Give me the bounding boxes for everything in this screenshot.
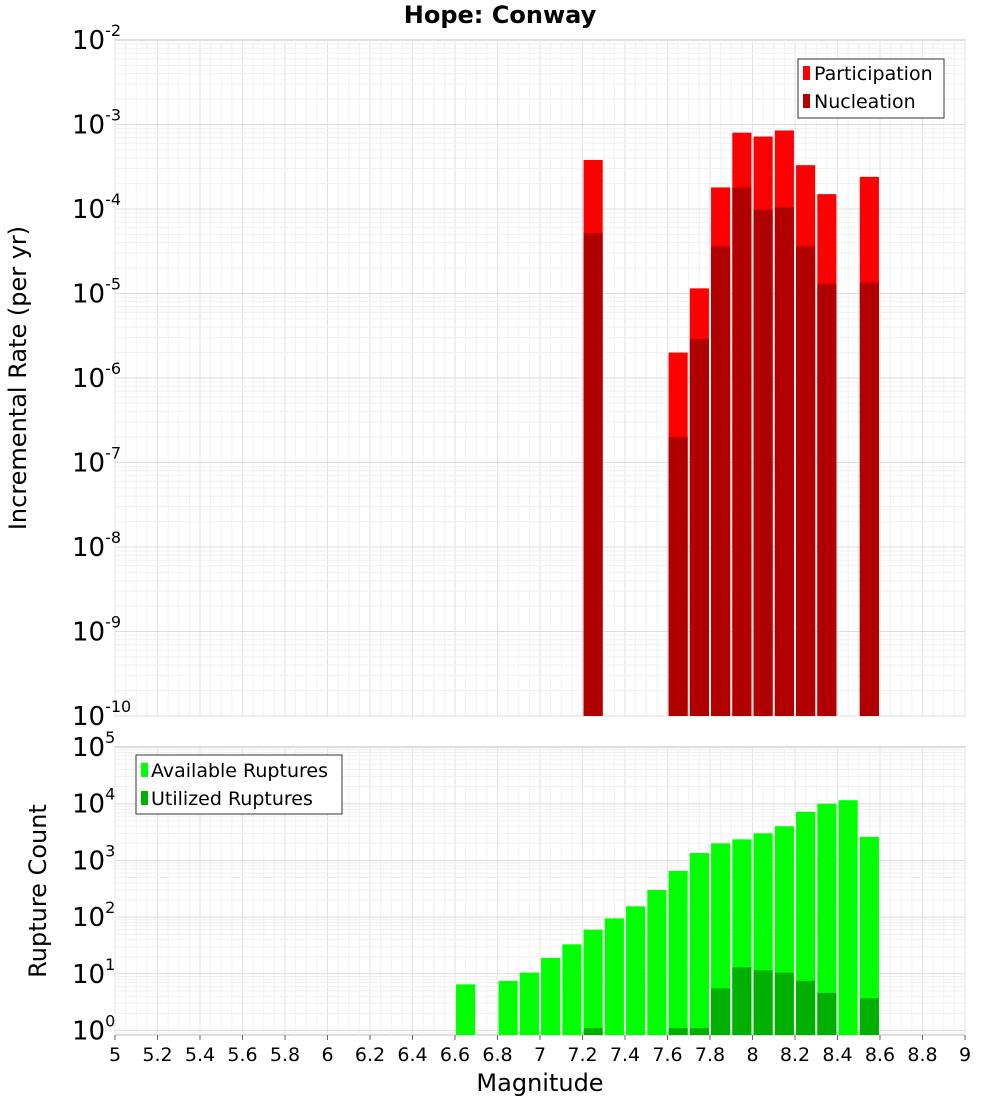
rate-y-tick-labels: 10-10 10-9 10-8 10-7 10-6 10-5 10-4 10-3 10-2	[72, 21, 131, 732]
rate-y-tick-label: 10-7	[72, 444, 121, 479]
x-tick-label: 6.6	[440, 1044, 470, 1066]
count-bar-available-ruptures	[498, 980, 518, 1035]
chart-title: Hope: Conway	[404, 1, 597, 29]
rate-y-tick-label: 10-2	[72, 21, 121, 56]
rate-gridlines	[114, 40, 966, 717]
x-tick-label: 6.4	[397, 1044, 427, 1066]
count-bar-utilized-ruptures	[817, 992, 837, 1035]
count-bar-available-ruptures	[668, 870, 688, 1035]
available-legend-label: Available Ruptures	[151, 760, 328, 782]
x-tick-label: 7.2	[567, 1044, 597, 1066]
count-bar-utilized-ruptures	[689, 1028, 709, 1035]
x-tick-label: 6	[321, 1044, 333, 1066]
count-y-tick-label: 102	[72, 898, 115, 933]
rate-y-tick-label: 10-10	[72, 697, 131, 732]
nucleation-legend-label: Nucleation	[814, 91, 916, 113]
count-bar-available-ruptures	[859, 836, 879, 1035]
count-bar-utilized-ruptures	[668, 1028, 688, 1035]
count-bar-utilized-ruptures	[732, 967, 752, 1035]
x-tick-label: 8.4	[822, 1044, 852, 1066]
rate-y-tick-label: 10-4	[72, 190, 121, 225]
x-tick-label: 5.6	[227, 1044, 257, 1066]
count-y-tick-label: 105	[72, 728, 115, 763]
x-tick-label: 7.8	[695, 1044, 725, 1066]
x-tick-label: 6.2	[355, 1044, 385, 1066]
count-bar-utilized-ruptures	[859, 998, 879, 1035]
count-y-tick-label: 101	[72, 955, 115, 990]
rate-panel: 10-10 10-9 10-8 10-7 10-6 10-5 10-4 10-3 10-2 In…	[4, 21, 966, 732]
x-tick-label: 5	[109, 1044, 121, 1066]
rate-bar-nucleation	[753, 209, 773, 716]
rate-y-tick-label: 10-3	[72, 106, 121, 141]
count-bar-available-ruptures	[541, 957, 561, 1035]
participation-legend-swatch	[803, 66, 810, 80]
rate-bar-nucleation	[774, 207, 794, 716]
count-y-axis-label: Rupture Count	[24, 804, 52, 978]
count-bar-available-ruptures	[456, 984, 476, 1035]
x-tick-label: 7	[534, 1044, 546, 1066]
nucleation-legend-swatch	[803, 94, 810, 108]
x-tick-label: 8.8	[907, 1044, 937, 1066]
count-bar-available-ruptures	[796, 811, 816, 1035]
x-tick-label: 5.2	[142, 1044, 172, 1066]
rate-bar-nucleation	[732, 187, 752, 717]
count-bar-available-ruptures	[519, 972, 539, 1035]
count-bar-utilized-ruptures	[753, 970, 773, 1035]
count-y-tick-label: 103	[72, 841, 115, 876]
utilized-legend-swatch	[141, 791, 148, 805]
count-bar-available-ruptures	[711, 843, 731, 1035]
count-y-tick-labels: 100 101 102 103 104 105	[72, 728, 115, 1046]
count-legend-box	[135, 754, 343, 815]
participation-legend-label: Participation	[814, 63, 933, 85]
x-axis-label: Magnitude	[476, 1069, 603, 1097]
count-bar-available-ruptures	[689, 852, 709, 1035]
rate-y-tick-label: 10-5	[72, 275, 121, 310]
rate-bar-nucleation	[859, 282, 879, 716]
count-bar-utilized-ruptures	[711, 988, 731, 1035]
rate-bar-nucleation	[689, 338, 709, 716]
x-tick-label: 8	[746, 1044, 758, 1066]
count-y-tick-label: 104	[72, 785, 115, 820]
x-tick-label: 5.4	[185, 1044, 215, 1066]
rate-y-tick-label: 10-8	[72, 528, 121, 563]
count-legend: Available Ruptures Utilized Ruptures	[135, 754, 343, 815]
count-bar-available-ruptures	[647, 890, 667, 1035]
count-bar-available-ruptures	[838, 800, 858, 1035]
rate-legend: Participation Nucleation	[797, 58, 945, 119]
count-bar-utilized-ruptures	[774, 972, 794, 1035]
rate-y-tick-label: 10-9	[72, 613, 121, 648]
count-bar-available-ruptures	[817, 803, 837, 1035]
x-tick-label: 7.6	[652, 1044, 682, 1066]
available-legend-swatch	[141, 763, 148, 777]
count-bars	[456, 800, 879, 1035]
count-panel: 100 101 102 103 104 105 5 5.2 5.4 5.6 5.8 6 6.2 6.4 6…	[24, 728, 971, 1097]
rate-legend-box	[797, 58, 945, 119]
x-tick-label: 6.8	[482, 1044, 512, 1066]
rate-bar-nucleation	[796, 246, 816, 716]
x-tick-label: 9	[959, 1044, 971, 1066]
x-tick-label: 5.8	[270, 1044, 300, 1066]
rate-bar-nucleation	[817, 283, 837, 716]
rate-y-tick-label: 10-6	[72, 359, 121, 394]
count-bar-available-ruptures	[604, 918, 624, 1035]
utilized-legend-label: Utilized Ruptures	[151, 788, 313, 810]
rate-bar-nucleation	[583, 232, 603, 716]
count-y-tick-label: 100	[72, 1011, 115, 1046]
x-tick-label: 8.6	[865, 1044, 895, 1066]
count-bar-available-ruptures	[583, 929, 603, 1035]
count-bar-utilized-ruptures	[583, 1028, 603, 1035]
rate-bar-nucleation	[711, 246, 731, 716]
rate-bars	[583, 130, 879, 717]
x-tick-labels: 5 5.2 5.4 5.6 5.8 6 6.2 6.4 6.6 6.8 7 7.2 7.4 7.6 7.8 8…	[109, 1035, 971, 1066]
x-tick-label: 8.2	[780, 1044, 810, 1066]
rate-y-axis-label: Incremental Rate (per yr)	[4, 226, 32, 530]
x-tick-label: 7.4	[610, 1044, 640, 1066]
count-bar-available-ruptures	[626, 906, 646, 1035]
count-bar-utilized-ruptures	[796, 980, 816, 1035]
count-bar-available-ruptures	[562, 944, 582, 1035]
rate-bar-nucleation	[668, 437, 688, 716]
